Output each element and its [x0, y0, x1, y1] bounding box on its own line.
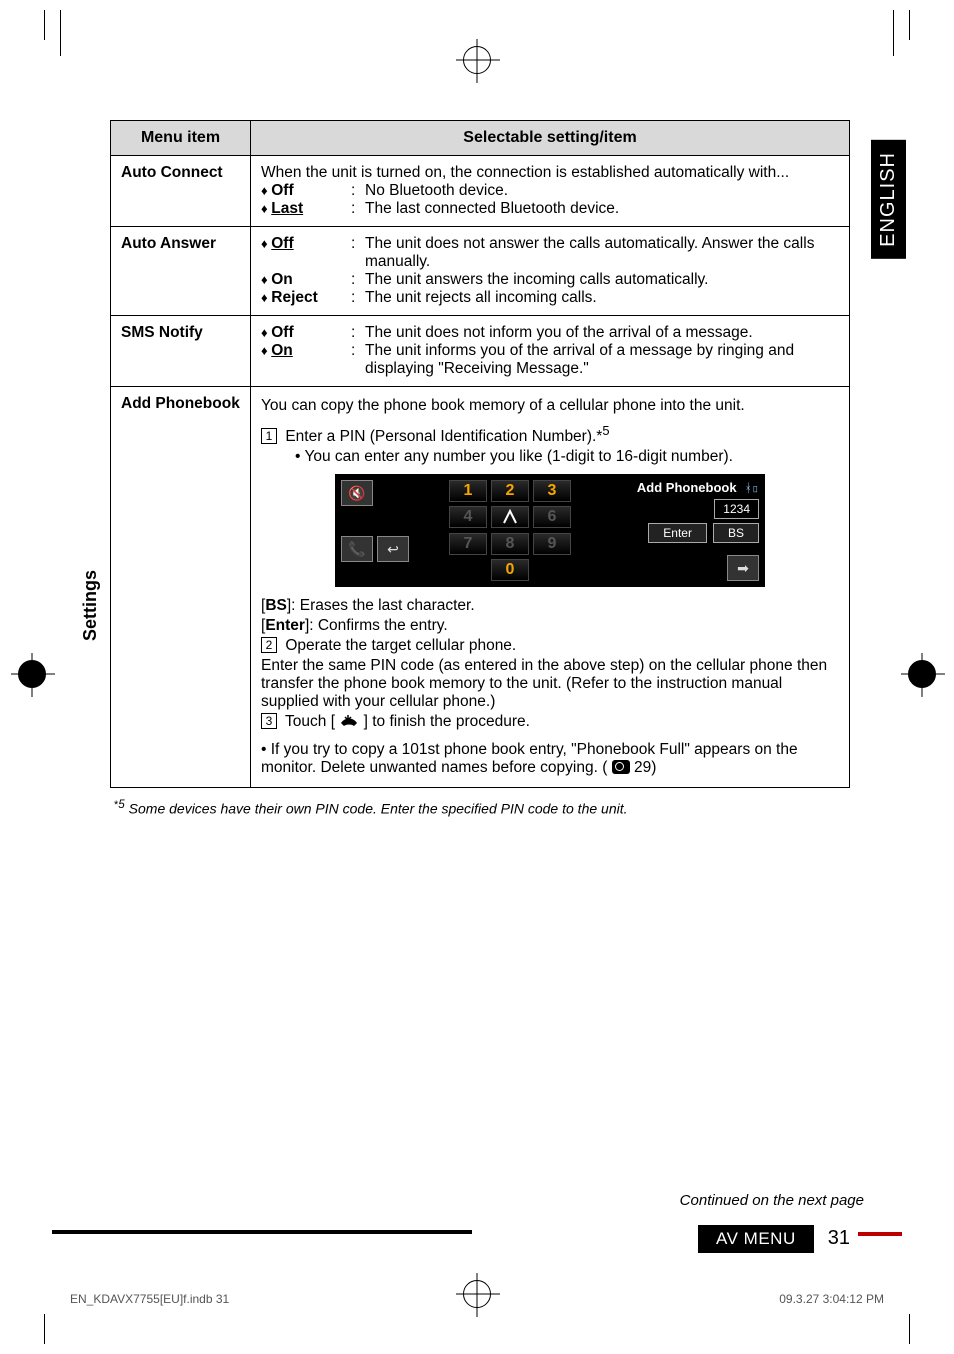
setting-intro: When the unit is turned on, the connecti… [261, 164, 839, 182]
hangup-icon [339, 713, 359, 729]
table-row: Auto Answer Off : The unit does not answ… [111, 227, 850, 316]
separator: : [351, 182, 365, 200]
table-row: Add Phonebook You can copy the phone boo… [111, 387, 850, 788]
menu-item-label: Auto Answer [111, 227, 251, 316]
table-row: Auto Connect When the unit is turned on,… [111, 156, 850, 227]
exit-icon[interactable]: ➡ [727, 555, 759, 581]
print-footer-right: 09.3.27 3:04:12 PM [779, 1292, 884, 1306]
setting-cell: Off : The unit does not inform you of th… [251, 316, 850, 387]
table-row: SMS Notify Off : The unit does not infor… [111, 316, 850, 387]
option-key: Reject [271, 289, 318, 306]
note-text: If you try to copy a 101st phone book en… [261, 741, 798, 776]
footer-rule [52, 1230, 472, 1234]
screen-title: Add Phonebook [637, 480, 737, 495]
step-text: Operate the target cellular phone. [285, 637, 516, 654]
option-value: The unit does not answer the calls autom… [365, 235, 839, 271]
continued-label: Continued on the next page [680, 1192, 864, 1209]
step-number-icon: 1 [261, 428, 277, 444]
option-key: Off [271, 324, 293, 341]
crop-mark-icon [44, 1314, 45, 1344]
option-value: The last connected Bluetooth device. [365, 200, 839, 218]
keypad-key[interactable]: 0 [491, 559, 529, 581]
speaker-icon[interactable]: 🔇 [341, 480, 373, 506]
option-value: The unit does not inform you of the arri… [365, 324, 839, 342]
option-value: The unit informs you of the arrival of a… [365, 342, 839, 378]
separator: : [351, 324, 365, 342]
footnote-ref: 5 [602, 423, 609, 438]
registration-mark-icon [908, 660, 936, 688]
bs-button[interactable]: BS [713, 523, 759, 543]
menu-item-label: Add Phonebook [111, 387, 251, 788]
step-text: Enter a PIN (Personal Identification Num… [285, 428, 602, 445]
back-icon[interactable]: ↩ [377, 536, 409, 562]
option-key: On [271, 271, 293, 288]
keypad-key[interactable]: 4 [449, 506, 487, 528]
crop-mark-icon [893, 10, 894, 56]
keypad-key[interactable]: 7 [449, 533, 487, 555]
section-label: Settings [80, 570, 101, 641]
phonebook-screen: 🔇 📞 ↩ 123467890 Add Phonebook ᚼ [335, 474, 765, 587]
keypad-key[interactable] [491, 506, 529, 528]
key-desc: ]: Confirms the entry. [305, 617, 448, 634]
step-text: ] to finish the procedure. [364, 713, 530, 730]
settings-table: Menu item Selectable setting/item Auto C… [110, 120, 850, 788]
option-value: The unit rejects all incoming calls. [365, 289, 839, 307]
menu-item-label: Auto Connect [111, 156, 251, 227]
footer-bar: AV MENU 31 [698, 1223, 864, 1254]
separator: : [351, 200, 365, 218]
keypad-key[interactable]: 1 [449, 480, 487, 502]
keypad-key[interactable]: 8 [491, 533, 529, 555]
setting-cell: You can copy the phone book memory of a … [251, 387, 850, 788]
column-header-menu-item: Menu item [111, 121, 251, 156]
keypad-key[interactable]: 3 [533, 480, 571, 502]
option-key: On [271, 342, 293, 359]
registration-mark-icon [18, 660, 46, 688]
key-label: BS [265, 597, 287, 614]
option-key: Off [271, 235, 293, 252]
step-number-icon: 2 [261, 637, 277, 653]
option-value: No Bluetooth device. [365, 182, 839, 200]
keypad-key[interactable]: 9 [533, 533, 571, 555]
footer-section-label: AV MENU [698, 1225, 814, 1253]
separator: : [351, 342, 365, 360]
bluetooth-icon: ᚼ▯ [745, 481, 759, 495]
keypad-key[interactable]: 2 [491, 480, 529, 502]
separator: : [351, 235, 365, 253]
option-value: The unit answers the incoming calls auto… [365, 271, 839, 289]
step-text: Touch [ [285, 713, 335, 730]
crop-mark-icon [909, 1314, 910, 1344]
language-tab: ENGLISH [871, 140, 906, 259]
magnifier-icon [612, 760, 630, 774]
crop-mark-icon [60, 10, 61, 56]
separator: : [351, 289, 365, 307]
page: ENGLISH Menu item Selectable setting/ite… [0, 0, 954, 1354]
pin-display: 1234 [714, 499, 759, 519]
step-subtext: You can enter any number you like (1-dig… [304, 448, 733, 465]
keypad-key[interactable]: 6 [533, 506, 571, 528]
key-desc: ]: Erases the last character. [287, 597, 475, 614]
footnote: *5 Some devices have their own PIN code.… [114, 798, 884, 817]
setting-cell: Off : The unit does not answer the calls… [251, 227, 850, 316]
footer-rule-accent [858, 1232, 902, 1236]
key-label: Enter [265, 617, 305, 634]
note-text: 29) [634, 759, 656, 776]
step-subtext: Enter the same PIN code (as entered in t… [261, 657, 839, 711]
separator: : [351, 271, 365, 289]
crop-mark-icon [909, 10, 910, 40]
registration-mark-icon [463, 46, 491, 74]
menu-item-label: SMS Notify [111, 316, 251, 387]
crop-mark-icon [44, 10, 45, 40]
column-header-selectable: Selectable setting/item [251, 121, 850, 156]
print-footer: EN_KDAVX7755[EU]f.indb 31 09.3.27 3:04:1… [70, 1292, 884, 1306]
step-number-icon: 3 [261, 713, 277, 729]
pin-keypad[interactable]: 123 4 6 7890 [449, 480, 571, 581]
phone-icon[interactable]: 📞 [341, 536, 373, 562]
enter-button[interactable]: Enter [648, 523, 707, 543]
option-key: Last [271, 200, 303, 217]
page-number: 31 [814, 1223, 864, 1254]
option-key: Off [271, 182, 293, 199]
setting-intro: You can copy the phone book memory of a … [261, 397, 839, 415]
setting-cell: When the unit is turned on, the connecti… [251, 156, 850, 227]
print-footer-left: EN_KDAVX7755[EU]f.indb 31 [70, 1292, 229, 1306]
